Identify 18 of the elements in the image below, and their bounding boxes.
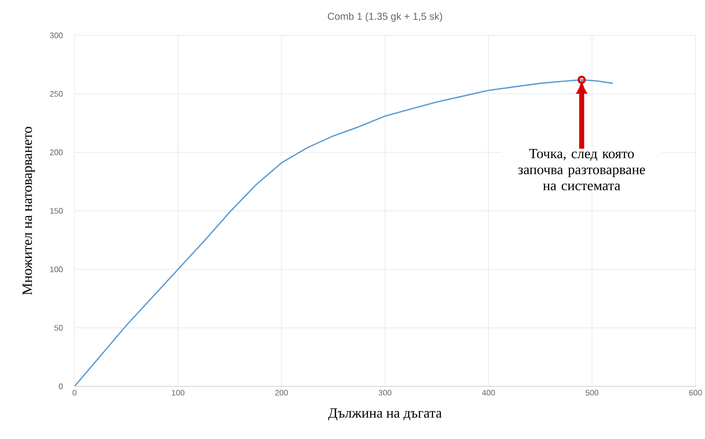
y-tick-label: 0 <box>58 384 63 390</box>
chart-title: Comb 1 (1.35 gk + 1,5 sk) <box>328 12 442 22</box>
y-tick-label: 250 <box>50 91 63 97</box>
x-tick-label: 100 <box>172 390 184 396</box>
x-tick-label: 0 <box>72 390 76 396</box>
y-axis-title: Множител на натоварването <box>22 126 35 295</box>
x-tick-label: 400 <box>482 390 495 396</box>
x-tick-label: 200 <box>275 390 288 396</box>
annotation: Точка, след която започва разтоварване на системата <box>518 148 646 190</box>
x-axis-title: Дължина на дъгата <box>328 408 442 421</box>
x-tick-label: 300 <box>378 390 392 396</box>
y-tick-label: 200 <box>50 150 63 156</box>
y-tick-label: 150 <box>50 208 63 214</box>
y-tick-label: 100 <box>50 266 63 272</box>
x-tick-label: 500 <box>586 390 598 396</box>
y-tick-label: 300 <box>50 32 63 38</box>
x-tick-label: 600 <box>689 390 702 396</box>
y-tick-label: 50 <box>54 325 63 331</box>
